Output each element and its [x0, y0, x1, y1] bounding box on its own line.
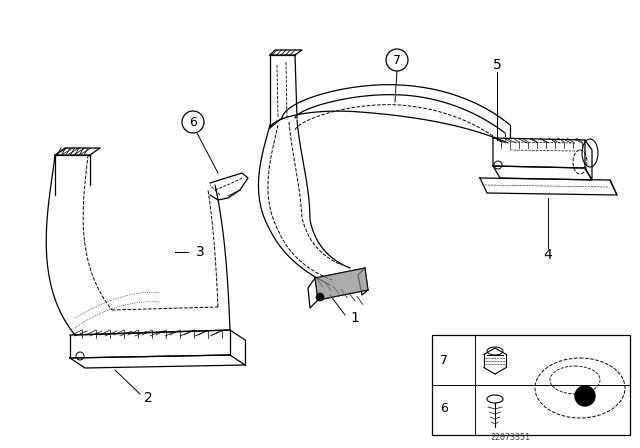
Text: 6: 6	[440, 402, 448, 415]
Text: 7: 7	[440, 353, 448, 366]
Text: 22073351: 22073351	[490, 432, 530, 441]
Text: 6: 6	[189, 116, 197, 129]
Circle shape	[575, 386, 595, 406]
Bar	[432, 335, 630, 435]
Circle shape	[316, 293, 324, 301]
Text: 2: 2	[143, 391, 152, 405]
Text: 1: 1	[351, 311, 360, 325]
Text: 4: 4	[543, 248, 552, 262]
Text: 7: 7	[393, 53, 401, 66]
Text: 3: 3	[196, 245, 204, 259]
Polygon shape	[315, 268, 368, 300]
Text: 5: 5	[493, 58, 501, 72]
